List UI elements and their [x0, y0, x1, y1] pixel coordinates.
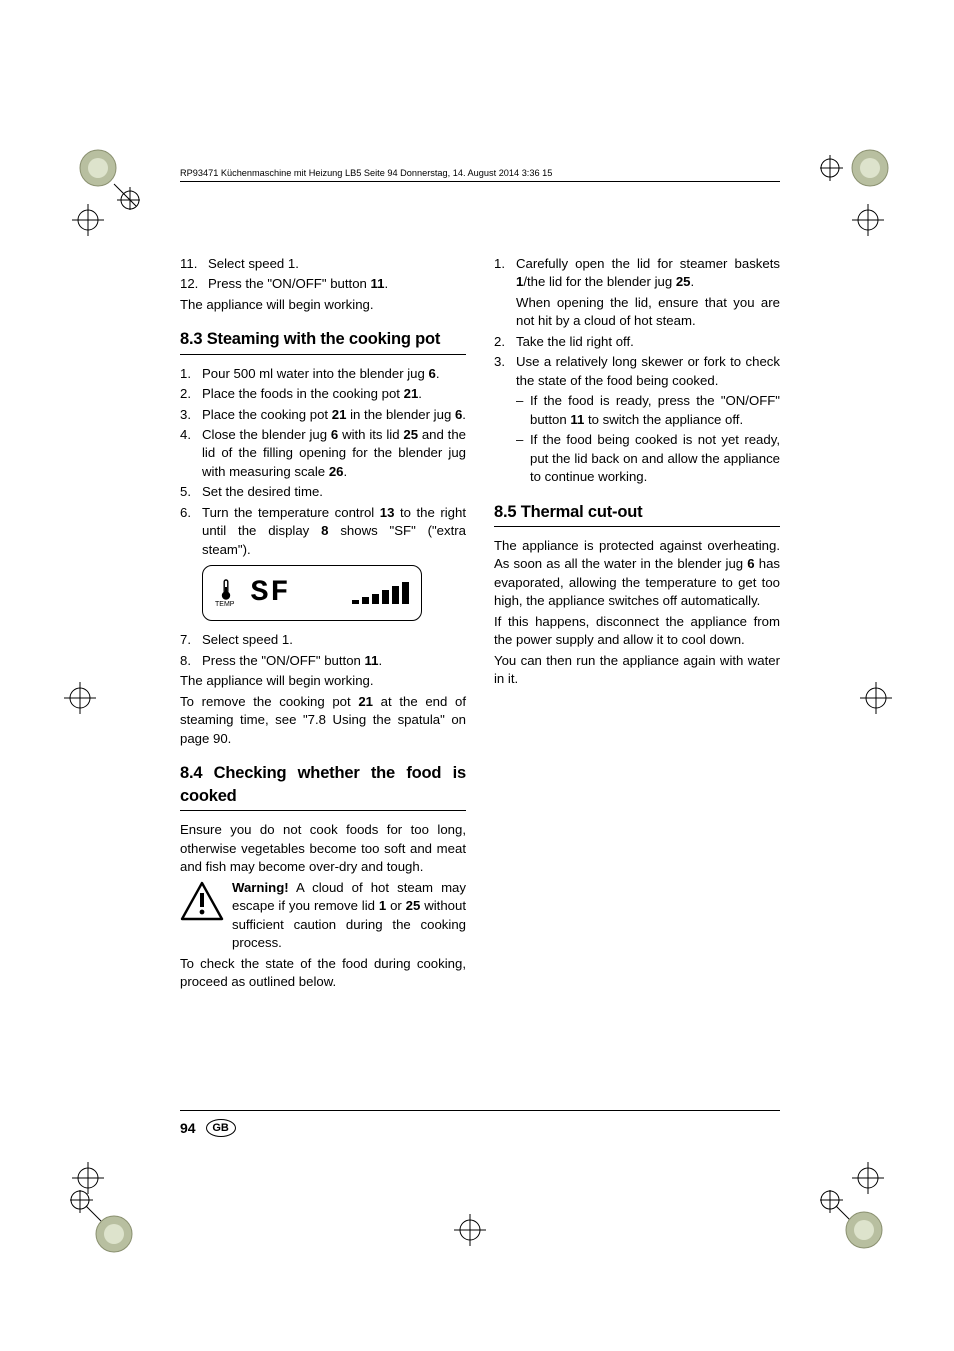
temp-label: TEMP: [215, 601, 234, 608]
appliance-begin-text-2: The appliance will begin working.: [180, 672, 466, 690]
heading-rule: [180, 354, 466, 355]
display-panel: TEMP SF: [202, 565, 422, 621]
left-column: 11.Select speed 1.12.Press the "ON/OFF" …: [180, 255, 466, 994]
list-number: 8.: [180, 652, 202, 670]
signal-bar: [402, 582, 409, 604]
list-item: 3.Use a relatively long skewer or fork t…: [494, 353, 780, 390]
list-number: 1.: [494, 255, 516, 292]
list-text: Press the "ON/OFF" button 11.: [202, 652, 466, 670]
list-text: Pour 500 ml water into the blender jug 6…: [202, 365, 466, 383]
appliance-begin-text: The appliance will begin working.: [180, 296, 466, 314]
list-text: Carefully open the lid for steamer baske…: [516, 255, 780, 292]
list-number: 3.: [494, 353, 516, 390]
list-number: 1.: [180, 365, 202, 383]
reg-mark-left-mid: [60, 678, 100, 718]
list-text: Take the lid right off.: [516, 333, 780, 351]
heading-8-4: 8.4 Checking whether the food is cooked: [180, 762, 466, 808]
crop-mark-bottom-left: [70, 1190, 140, 1260]
display-sf-text: SF: [250, 578, 290, 608]
list-number: 6.: [180, 504, 202, 559]
dash-bullet: –: [516, 431, 530, 486]
list-text: Turn the temperature control 13 to the r…: [202, 504, 466, 559]
heading-8-3: 8.3 Steaming with the cooking pot: [180, 328, 466, 351]
signal-bar: [392, 586, 399, 604]
page-number: 94: [180, 1120, 196, 1136]
list-item: 1.Carefully open the lid for steamer bas…: [494, 255, 780, 292]
list-item-extra: When opening the lid, ensure that you ar…: [494, 294, 780, 331]
paragraph: The appliance is protected against overh…: [494, 537, 780, 611]
list-number: 5.: [180, 483, 202, 501]
page-footer: 94 GB: [180, 1110, 780, 1137]
list-item: 5.Set the desired time.: [180, 483, 466, 501]
signal-bar: [382, 590, 389, 604]
list-text: If the food is ready, press the "ON/OFF"…: [530, 392, 780, 429]
list-text: If the food being cooked is not yet read…: [530, 431, 780, 486]
warning-icon: [180, 879, 224, 953]
page-body: 11.Select speed 1.12.Press the "ON/OFF" …: [180, 255, 780, 994]
running-header-text: RP93471 Küchenmaschine mit Heizung LB5 S…: [180, 168, 552, 178]
reg-mark-left-upper: [68, 200, 108, 240]
heading-rule: [180, 810, 466, 811]
warning-text: Warning! A cloud of hot steam may escape…: [232, 879, 466, 953]
list-number: 7.: [180, 631, 202, 649]
list-item: 3.Place the cooking pot 21 in the blende…: [180, 406, 466, 424]
list-item: 2.Place the foods in the cooking pot 21.: [180, 385, 466, 403]
list-text: Place the cooking pot 21 in the blender …: [202, 406, 466, 424]
right-column: 1.Carefully open the lid for steamer bas…: [494, 255, 780, 994]
heading-rule: [494, 526, 780, 527]
temp-icon: TEMP: [215, 579, 234, 608]
signal-bar: [362, 597, 369, 604]
list-item: 12.Press the "ON/OFF" button 11.: [180, 275, 466, 293]
list-text: Press the "ON/OFF" button 11.: [208, 275, 466, 293]
footer-rule: [180, 1110, 780, 1111]
s84-after: To check the state of the food during co…: [180, 955, 466, 992]
crop-mark-bottom-right: [820, 1190, 890, 1260]
list-item: 11.Select speed 1.: [180, 255, 466, 273]
running-header: RP93471 Küchenmaschine mit Heizung LB5 S…: [180, 168, 780, 182]
list-number: 11.: [180, 255, 208, 273]
signal-bar: [372, 594, 379, 604]
list-text: Select speed 1.: [208, 255, 466, 273]
list-text: Set the desired time.: [202, 483, 466, 501]
list-item: 1.Pour 500 ml water into the blender jug…: [180, 365, 466, 383]
list-number: 12.: [180, 275, 208, 293]
list-item: 4.Close the blender jug 6 with its lid 2…: [180, 426, 466, 481]
warning-block: Warning! A cloud of hot steam may escape…: [180, 879, 466, 953]
s84-intro: Ensure you do not cook foods for too lon…: [180, 821, 466, 876]
list-text: Use a relatively long skewer or fork to …: [516, 353, 780, 390]
signal-bar: [352, 600, 359, 604]
list-text: When opening the lid, ensure that you ar…: [516, 294, 780, 331]
paragraph: You can then run the appliance again wit…: [494, 652, 780, 689]
reg-mark-bottom-mid: [450, 1210, 490, 1250]
list-item: 2.Take the lid right off.: [494, 333, 780, 351]
reg-mark-right-mid: [856, 678, 896, 718]
sub-list-item: –If the food being cooked is not yet rea…: [494, 431, 780, 486]
heading-8-5: 8.5 Thermal cut-out: [494, 501, 780, 524]
signal-bars-icon: [352, 582, 409, 604]
list-number: 2.: [180, 385, 202, 403]
list-item: 7.Select speed 1.: [180, 631, 466, 649]
paragraph: If this happens, disconnect the applianc…: [494, 613, 780, 650]
list-number: 3.: [180, 406, 202, 424]
language-badge: GB: [206, 1119, 236, 1137]
list-number: 4.: [180, 426, 202, 481]
reg-mark-right-upper: [848, 200, 888, 240]
list-text: Place the foods in the cooking pot 21.: [202, 385, 466, 403]
remove-pot-text: To remove the cooking pot 21 at the end …: [180, 693, 466, 748]
list-item: 6.Turn the temperature control 13 to the…: [180, 504, 466, 559]
list-text: Close the blender jug 6 with its lid 25 …: [202, 426, 466, 481]
list-text: Select speed 1.: [202, 631, 466, 649]
list-number: 2.: [494, 333, 516, 351]
sub-list-item: –If the food is ready, press the "ON/OFF…: [494, 392, 780, 429]
list-item: 8.Press the "ON/OFF" button 11.: [180, 652, 466, 670]
dash-bullet: –: [516, 392, 530, 429]
